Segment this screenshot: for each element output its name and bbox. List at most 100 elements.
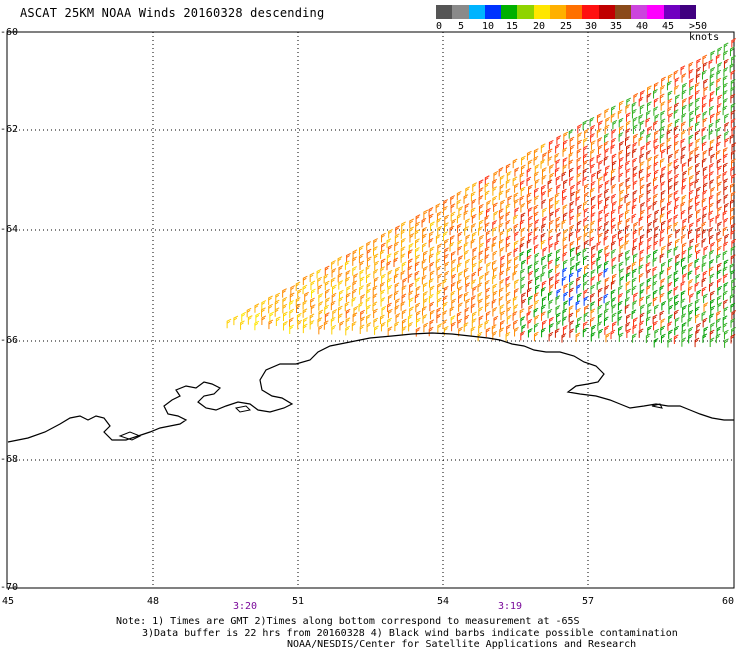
wind-barb (541, 311, 546, 321)
wind-barb (584, 264, 589, 275)
wind-barb (610, 113, 616, 123)
wind-barb (414, 270, 420, 281)
wind-barb (647, 156, 653, 167)
wind-barb (547, 156, 553, 166)
wind-barb (646, 316, 651, 326)
wind-barb (318, 301, 324, 311)
wind-barb (577, 292, 582, 303)
wind-barb (638, 136, 644, 146)
wind-barb (386, 253, 392, 263)
wind-barb (505, 211, 511, 221)
wind-barb (464, 249, 469, 260)
wind-barb (514, 288, 519, 298)
wind-barb (464, 314, 470, 325)
wind-barb (576, 157, 582, 167)
wind-barb (463, 242, 469, 252)
wind-barb (358, 245, 364, 255)
wind-barb (542, 216, 547, 226)
wind-barb (381, 273, 386, 284)
wind-barb (660, 173, 665, 183)
wind-barb (617, 109, 623, 119)
wind-barb (562, 212, 568, 222)
wind-barb (661, 261, 666, 272)
wind-barb (470, 238, 476, 249)
wind-barb (302, 284, 308, 295)
wind-barb (723, 153, 728, 163)
wind-barb (689, 150, 695, 160)
wind-barb (408, 297, 414, 307)
wind-barb (569, 272, 574, 283)
wind-barb (710, 67, 716, 77)
wind-barb (505, 219, 511, 230)
wind-barb (639, 234, 645, 244)
wind-barb (589, 228, 595, 239)
wind-barb (395, 225, 401, 235)
wind-barb (632, 333, 637, 343)
wind-barb (505, 282, 511, 293)
wind-barb (730, 191, 736, 201)
wind-barb (345, 276, 350, 287)
wind-barb (492, 290, 498, 301)
wind-barb (667, 289, 673, 300)
wind-barb (674, 102, 679, 113)
wind-barb (360, 316, 366, 326)
wind-barb (681, 113, 687, 123)
wind-barb (667, 162, 673, 172)
wind-barb (282, 297, 288, 307)
wind-barb (373, 253, 379, 263)
wind-barb (428, 213, 434, 224)
wind-barb (436, 307, 442, 317)
wind-barb (591, 253, 596, 263)
wind-barb (540, 143, 546, 153)
wind-barb (457, 245, 463, 256)
wind-barb (556, 288, 562, 299)
wind-barb (500, 255, 506, 265)
wind-barb (352, 312, 358, 322)
wind-barb (598, 209, 604, 220)
wind-barb (444, 238, 449, 249)
wind-barb (611, 249, 617, 259)
wind-barb (541, 255, 547, 266)
wind-barb (442, 278, 448, 289)
wind-barb (577, 316, 582, 327)
wind-barb (562, 164, 568, 174)
wind-barb (688, 69, 694, 79)
lat-label: -64 (0, 224, 19, 235)
wind-barb (590, 140, 596, 150)
wind-barb (730, 318, 736, 328)
wind-barb (660, 206, 666, 216)
wind-barb (395, 266, 400, 277)
wind-barb (590, 284, 596, 294)
wind-barb (374, 325, 379, 335)
wind-barb (653, 89, 658, 99)
wind-barb (618, 325, 623, 336)
wind-barb (395, 313, 401, 323)
wind-barb (437, 273, 443, 284)
wind-barb (414, 293, 420, 304)
wind-barb (689, 174, 694, 185)
wind-barb (610, 289, 616, 299)
wind-barb (611, 105, 616, 115)
wind-barb (422, 282, 428, 292)
wind-barb (569, 215, 575, 226)
wind-barb (611, 160, 617, 171)
wind-barb (674, 141, 679, 151)
wind-barb (492, 250, 498, 261)
wind-barb (577, 132, 583, 142)
wind-barb (709, 249, 715, 260)
wind-barb (414, 229, 420, 239)
wind-barb (640, 90, 645, 100)
wind-barb (505, 203, 511, 214)
wind-barb (563, 228, 568, 239)
wind-barb (282, 311, 288, 322)
wind-barb (499, 230, 505, 241)
wind-barb (624, 224, 630, 235)
wind-barb (505, 331, 511, 342)
wind-barb (577, 124, 583, 134)
wind-barb (661, 148, 666, 159)
wind-barb (582, 168, 588, 178)
wind-barb (708, 227, 714, 237)
legend-swatch (663, 5, 680, 19)
wind-barb (666, 129, 672, 140)
wind-barb (598, 176, 603, 186)
